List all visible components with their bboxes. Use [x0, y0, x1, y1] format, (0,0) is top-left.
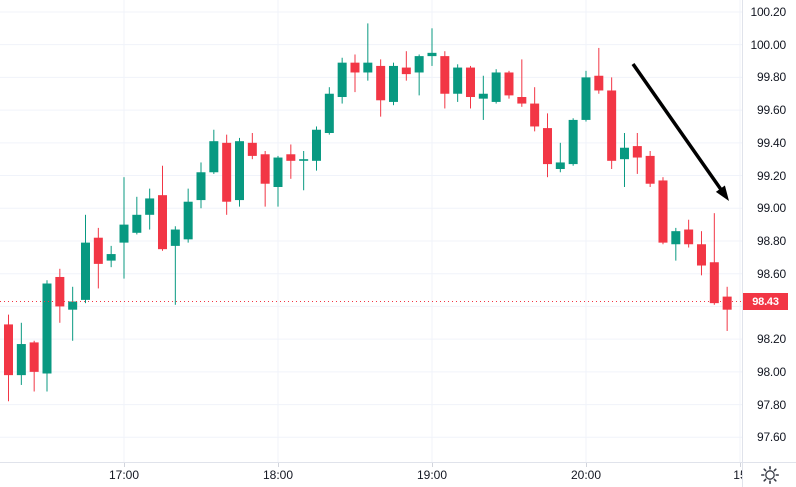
candle-up	[299, 159, 309, 161]
axis-settings-corner[interactable]	[743, 463, 796, 487]
price-axis-label: 99.40	[756, 135, 786, 150]
price-axis-label: 99.20	[756, 168, 786, 183]
candle-up	[42, 283, 52, 374]
candle-down	[465, 67, 475, 98]
time-axis-label: 17:00	[108, 468, 139, 482]
candle-up	[196, 172, 206, 201]
candle-up	[427, 52, 437, 57]
last-price-tag-label: 98.43	[752, 295, 779, 308]
candle-down	[350, 62, 360, 73]
time-axis-label: 20:00	[570, 468, 601, 482]
candle-up	[80, 242, 90, 300]
trend-arrow-line[interactable]	[631, 62, 724, 193]
price-axis[interactable]: 100.20 100.00 99.80 99.60 99.40 99.20 99.00 98.…	[743, 0, 796, 462]
price-axis-label: 97.60	[756, 430, 786, 445]
candle-up	[106, 254, 116, 261]
candle-down	[645, 155, 655, 184]
price-axis-label: 100.20	[750, 4, 786, 19]
price-axis-label: 98.00	[756, 364, 786, 379]
last-price-tag: 98.43	[743, 293, 788, 310]
candle-down	[157, 195, 167, 250]
candle-down	[29, 342, 39, 372]
price-axis-label: 98.80	[756, 233, 786, 248]
candle-down	[517, 97, 527, 104]
price-axis-label: 99.80	[756, 70, 786, 85]
candle-down	[222, 142, 232, 202]
candle-up	[619, 147, 629, 160]
candle-down	[722, 296, 732, 310]
candle-up	[555, 162, 565, 169]
candle-up	[478, 93, 488, 99]
candle-up	[568, 119, 578, 165]
price-axis-label: 97.80	[756, 397, 786, 412]
price-axis-label: 98.20	[756, 332, 786, 347]
candle-down	[530, 103, 540, 127]
price-axis-label: 99.00	[756, 201, 786, 216]
candle-up	[132, 214, 142, 233]
candle-up	[119, 224, 129, 243]
price-axis-label: 100.00	[750, 37, 786, 52]
candle-up	[209, 141, 219, 173]
candle-down	[684, 229, 694, 245]
candle-up	[68, 301, 78, 310]
candle-down	[696, 244, 706, 266]
candle-down	[260, 154, 270, 184]
candle-down	[542, 128, 552, 165]
candle-down	[376, 65, 386, 101]
candle-up	[16, 344, 26, 376]
candle-up	[170, 229, 180, 246]
candle-up	[414, 56, 424, 73]
candle-down	[658, 180, 668, 243]
candlestick-svg	[0, 0, 742, 462]
candle-up	[337, 62, 347, 98]
time-axis-label: 15	[733, 468, 742, 482]
time-axis-label: 19:00	[416, 468, 447, 482]
time-axis-label: 18:00	[262, 468, 293, 482]
time-axis-tick	[123, 463, 125, 467]
price-axis-label: 98.60	[756, 266, 786, 281]
candle-down	[4, 324, 13, 376]
candle-down	[594, 75, 604, 91]
trend-arrow-head[interactable]	[715, 185, 729, 201]
candle-up	[311, 129, 321, 161]
candle-down	[504, 72, 514, 96]
candle-down	[632, 146, 642, 158]
candle-up	[145, 198, 155, 215]
candle-up	[671, 231, 681, 245]
candle-up	[273, 157, 283, 187]
candle-down	[93, 237, 103, 264]
candle-up	[234, 141, 244, 201]
candle-down	[401, 67, 411, 75]
candle-up	[581, 77, 591, 120]
time-axis-tick	[739, 463, 741, 467]
candle-down	[440, 56, 450, 94]
candle-up	[388, 65, 398, 102]
candle-down	[607, 90, 617, 161]
candle-down	[709, 262, 719, 304]
candle-down	[55, 276, 65, 307]
time-axis[interactable]: 17:00 18:00 19:00 20:00 15	[0, 463, 742, 487]
time-axis-tick	[585, 463, 587, 467]
time-axis-separator-line	[0, 462, 796, 463]
candle-up	[183, 201, 193, 240]
candle-up	[491, 72, 501, 102]
price-axis-label: 99.60	[756, 103, 786, 118]
candle-up	[324, 93, 334, 134]
candle-down	[286, 154, 296, 161]
price-axis-separator-line	[742, 0, 743, 487]
candle-down	[247, 142, 257, 156]
candlestick-plot-area[interactable]	[0, 0, 742, 462]
gear-icon[interactable]	[760, 465, 780, 485]
candle-up	[453, 67, 463, 94]
time-axis-tick	[431, 463, 433, 467]
time-axis-tick	[277, 463, 279, 467]
candle-up	[363, 62, 373, 73]
